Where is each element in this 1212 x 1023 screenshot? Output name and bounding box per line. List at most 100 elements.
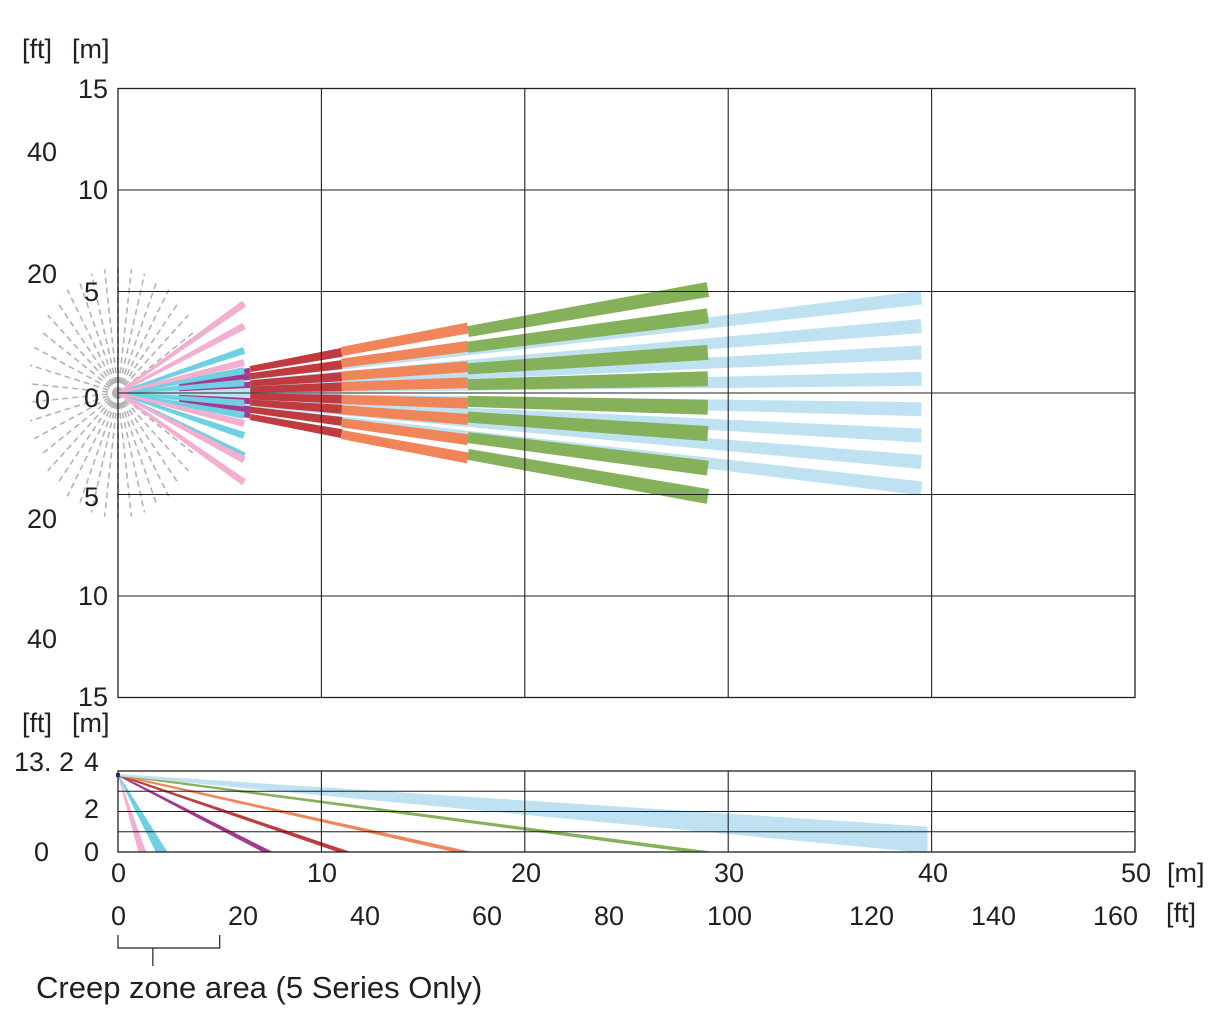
top-m-tick-label: 5 [84, 482, 100, 512]
cyan-beam [117, 392, 246, 439]
x-ft-tick-label: 120 [849, 901, 895, 931]
creep-zone-beam [117, 314, 189, 394]
creep-zone-beam [47, 392, 119, 472]
creep-zone-beam [39, 329, 119, 394]
top-ft-unit-label: [ft] [22, 34, 53, 64]
creep-zone-beam [56, 300, 119, 394]
top-ft-tick-label: 20 [27, 504, 58, 534]
green-beam [466, 282, 710, 337]
orange-beam [341, 361, 469, 381]
top-m-unit-label: [m] [72, 34, 110, 64]
side-m-tick-label: 4 [84, 747, 100, 777]
creep-zone-beam [117, 273, 146, 394]
orange-beam [340, 322, 469, 356]
orange-beam [341, 405, 469, 425]
top-m-tick-label: 15 [78, 682, 109, 712]
cyan-beam [117, 392, 245, 419]
x-ft-unit-label: [ft] [1166, 898, 1197, 928]
top-m-tick-label: 15 [78, 74, 109, 104]
side-light-blue-beam [118, 774, 928, 854]
orange-beam [340, 430, 469, 464]
purple-beam [178, 373, 251, 388]
side-red-beam [118, 774, 351, 852]
creep-zone-beam [117, 300, 180, 394]
creep-zone-beam [47, 314, 119, 394]
red-beam [249, 414, 343, 438]
pink-beam [117, 392, 246, 464]
green-beam [467, 411, 709, 442]
creep-zone-beam [103, 269, 119, 394]
top-ft-tick-label: 40 [27, 137, 58, 167]
green-beam [467, 344, 709, 375]
x-ft-tick-label: 160 [1093, 901, 1139, 931]
red-beam [249, 360, 343, 380]
orange-beam [341, 395, 468, 409]
x-m-tick-label: 10 [307, 858, 338, 888]
red-beam [250, 382, 342, 393]
creep-zone-beam [117, 392, 180, 486]
side-pink-beam [118, 774, 147, 852]
creep-zone-beam [117, 392, 133, 517]
creep-zone-beam [117, 392, 189, 472]
side-ft-zero-label: 0 [34, 837, 50, 867]
pink-beam [117, 359, 245, 394]
cyan-beam [117, 379, 245, 394]
top-m-tick-label: 10 [78, 581, 109, 611]
creep-zone-beam [117, 392, 146, 513]
x-ft-tick-label: 80 [594, 901, 625, 931]
x-ft-tick-label: 140 [971, 901, 1017, 931]
creep-zone-beam [33, 346, 119, 394]
orange-beam [341, 377, 468, 391]
red-beam [250, 372, 343, 387]
pink-beam [117, 392, 245, 427]
side-ft-unit-label: [ft] [22, 708, 53, 738]
red-beam [249, 348, 343, 372]
cyan-beam [117, 367, 245, 394]
creep-zone-beam [39, 392, 119, 457]
x-m-unit-label: [m] [1167, 858, 1205, 888]
creep-zone-beam [117, 289, 170, 394]
creep-zone-beam [117, 329, 197, 394]
red-beam [249, 406, 343, 426]
top-ft-tick-label: 20 [27, 259, 58, 289]
x-ft-tick-label: 0 [111, 901, 127, 931]
top-ft-tick-label: 40 [27, 624, 58, 654]
creep-zone-beam [103, 392, 119, 517]
creep-zone-beam [56, 392, 119, 486]
side-orange-beam [118, 774, 472, 852]
creep-zone-beam [117, 269, 133, 394]
cyan-beam [117, 392, 245, 407]
red-beam [250, 393, 342, 404]
orange-beam [341, 418, 469, 446]
pink-beam [117, 322, 246, 394]
creep-zone-beam [117, 392, 197, 457]
top-m-tick-label: 10 [78, 175, 109, 205]
side-green-beam [118, 774, 715, 852]
creep-zone-beam [90, 273, 119, 394]
side-m-tick-label: 2 [84, 794, 100, 824]
creep-zone-bracket [117, 935, 221, 949]
side-cyan-beam [118, 774, 168, 852]
creep-zone-beam [28, 382, 119, 394]
green-beam [467, 371, 708, 391]
x-m-tick-label: 30 [714, 858, 745, 888]
green-beam [466, 449, 710, 504]
green-beam [467, 395, 708, 415]
purple-beam [178, 398, 251, 413]
red-beam [250, 399, 343, 414]
creep-zone-beam [30, 364, 119, 394]
top-ft-tick-label: 0 [35, 385, 51, 415]
cyan-beam [117, 347, 246, 394]
creep-zone-beam [66, 289, 119, 394]
x-m-tick-label: 0 [111, 858, 127, 888]
top-m-tick-label: 0 [84, 383, 100, 413]
x-ft-tick-label: 60 [472, 901, 503, 931]
side-m-tick-label: 0 [84, 837, 100, 867]
green-beam [467, 308, 709, 353]
creep-zone-beam [33, 392, 119, 440]
x-m-tick-label: 50 [1121, 858, 1152, 888]
orange-beam [341, 340, 469, 368]
creep-zone-beam [66, 392, 119, 497]
